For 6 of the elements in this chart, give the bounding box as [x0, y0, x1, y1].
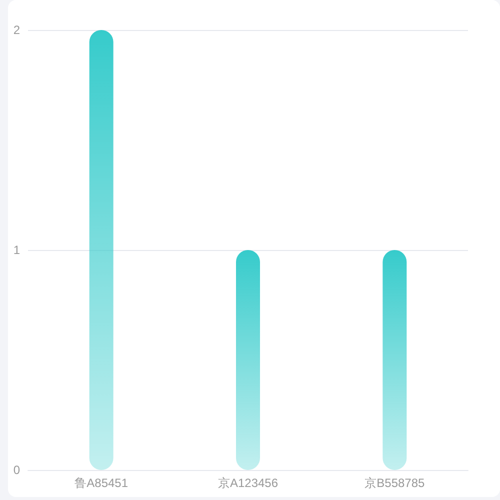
- y-tick-label: 0: [13, 463, 20, 477]
- x-tick-label: 鲁A85451: [74, 476, 128, 490]
- y-tick-label: 2: [13, 23, 20, 37]
- x-tick-label: 京A123456: [218, 476, 278, 490]
- x-tick-label: 京B558785: [364, 476, 426, 490]
- y-tick-label: 1: [13, 243, 20, 257]
